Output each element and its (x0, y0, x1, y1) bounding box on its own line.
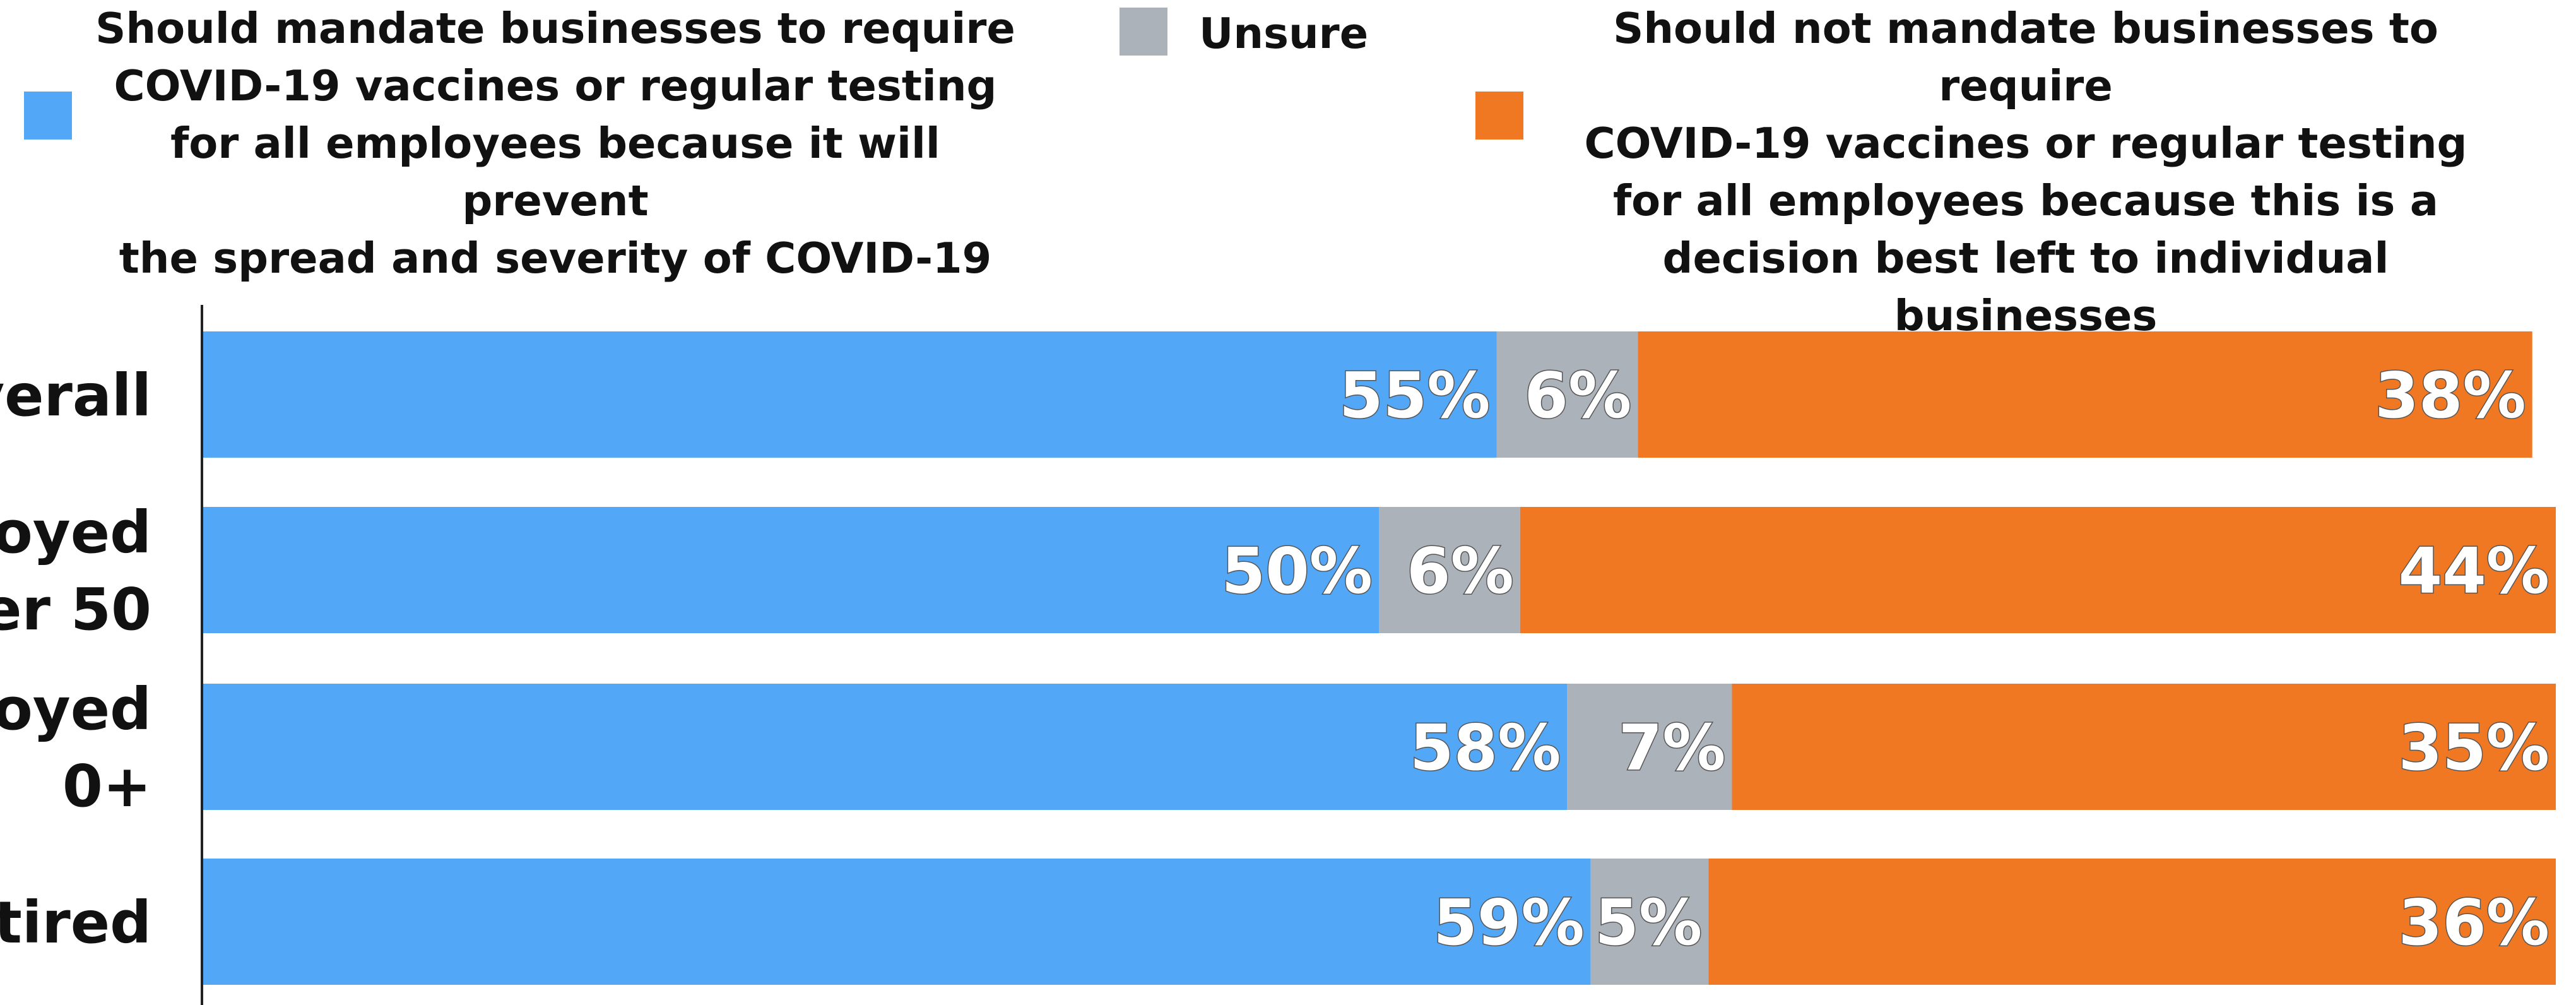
bar-segment (1520, 507, 2556, 633)
data-label: 6% (1525, 359, 1632, 432)
data-label: 36% (2399, 886, 2549, 960)
legend-swatch-mandate (24, 92, 72, 140)
bar-segment (1590, 859, 1709, 985)
data-label: 38% (2375, 359, 2526, 432)
legend-swatch-unsure (1120, 8, 1167, 56)
category-label: verall (0, 362, 151, 429)
data-label: 44% (2399, 534, 2549, 608)
bar-segment (202, 684, 1568, 810)
legend-label-unsure: Unsure (1199, 9, 1369, 58)
bar-segment (1496, 331, 1638, 458)
bar-segment (202, 331, 1497, 458)
legend-label-not-mandate: Should not mandate businesses to require… (1584, 4, 2467, 340)
category-label: etired (0, 889, 151, 956)
category-label: 0+ (62, 752, 151, 820)
data-label: 50% (1222, 534, 1373, 608)
data-label: 5% (1595, 886, 1702, 960)
data-label: 59% (1433, 886, 1584, 960)
category-label: oyed (0, 499, 151, 566)
category-label: er 50 (0, 576, 151, 643)
category-label: oyed (0, 675, 151, 743)
legend-swatch-not-mandate (1475, 92, 1523, 140)
bar-segment (1567, 684, 1732, 810)
legend-label-mandate: Should mandate businesses to require COV… (95, 4, 1015, 283)
legend: Should mandate businesses to require COV… (0, 0, 2576, 340)
bar-segment (1638, 331, 2532, 458)
data-label: 55% (1339, 359, 1490, 432)
bar-segment (202, 507, 1379, 633)
bar-segment (1708, 859, 2556, 985)
data-label: 35% (2399, 711, 2549, 785)
bar-segment (1732, 684, 2556, 810)
data-label: 6% (1407, 534, 1514, 608)
bar-segment (202, 859, 1591, 985)
bar-segment (1379, 507, 1520, 633)
data-label: 58% (1410, 711, 1561, 785)
data-label: 7% (1619, 711, 1726, 785)
